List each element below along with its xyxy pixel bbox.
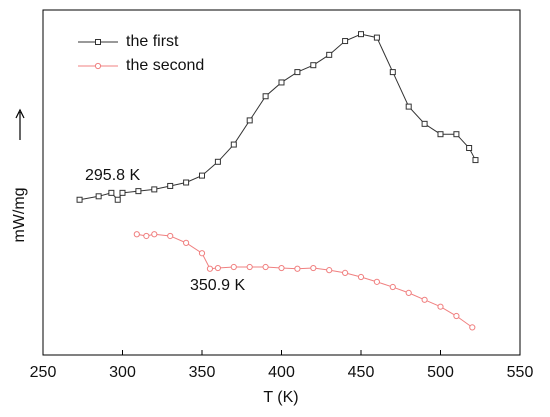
marker xyxy=(342,269,349,276)
marker xyxy=(405,103,412,110)
marker xyxy=(262,93,269,100)
marker xyxy=(183,179,190,186)
marker xyxy=(183,239,190,246)
marker xyxy=(472,157,479,164)
marker xyxy=(469,324,476,331)
marker xyxy=(437,131,444,138)
series-line xyxy=(136,233,473,328)
legend-label: the second xyxy=(126,57,204,74)
x-tick-label: 250 xyxy=(30,364,57,381)
marker xyxy=(466,145,473,151)
legend-label: the first xyxy=(126,33,179,50)
marker xyxy=(76,196,83,203)
x-tick-label: 450 xyxy=(348,364,375,381)
marker xyxy=(358,31,364,38)
marker xyxy=(114,196,121,203)
marker xyxy=(437,303,444,310)
marker xyxy=(310,264,317,272)
marker xyxy=(214,158,221,165)
marker xyxy=(421,120,428,127)
marker xyxy=(108,189,115,196)
marker xyxy=(310,62,317,69)
series-line xyxy=(79,33,476,201)
marker xyxy=(230,263,237,271)
x-tick-label: 350 xyxy=(189,364,216,381)
y-axis-label: mW/mg xyxy=(11,187,28,242)
annotation: 350.9 K xyxy=(190,277,245,294)
marker xyxy=(453,312,460,320)
marker xyxy=(326,267,333,274)
marker xyxy=(246,263,253,271)
marker xyxy=(133,231,140,238)
marker xyxy=(246,117,253,124)
x-tick-label: 400 xyxy=(268,364,295,381)
marker xyxy=(389,69,396,76)
x-axis-label: T (K) xyxy=(263,389,298,406)
legend-marker xyxy=(94,62,102,70)
marker xyxy=(373,34,380,41)
marker xyxy=(151,231,158,238)
marker xyxy=(214,264,221,272)
marker xyxy=(357,273,365,281)
marker xyxy=(278,264,285,272)
y-arrow xyxy=(15,108,25,140)
marker xyxy=(342,38,349,45)
marker xyxy=(151,186,158,193)
marker xyxy=(119,189,126,196)
marker xyxy=(143,232,150,240)
marker xyxy=(198,250,206,257)
marker xyxy=(230,141,237,148)
marker xyxy=(326,51,333,58)
x-tick-label: 300 xyxy=(109,364,136,381)
marker xyxy=(206,265,214,272)
marker xyxy=(135,188,142,195)
annotation: 295.8 K xyxy=(85,167,140,184)
marker xyxy=(278,79,285,86)
legend-marker xyxy=(95,39,101,45)
marker xyxy=(95,193,102,200)
marker xyxy=(405,289,412,296)
marker xyxy=(453,131,460,138)
marker xyxy=(421,296,428,303)
marker xyxy=(167,232,174,240)
marker xyxy=(294,69,301,76)
marker xyxy=(294,265,301,272)
x-tick-label: 550 xyxy=(507,364,534,381)
x-tick-label: 500 xyxy=(427,364,454,381)
marker xyxy=(199,172,205,179)
marker xyxy=(167,182,174,189)
marker xyxy=(373,278,380,285)
marker xyxy=(389,283,396,291)
marker xyxy=(262,263,269,271)
